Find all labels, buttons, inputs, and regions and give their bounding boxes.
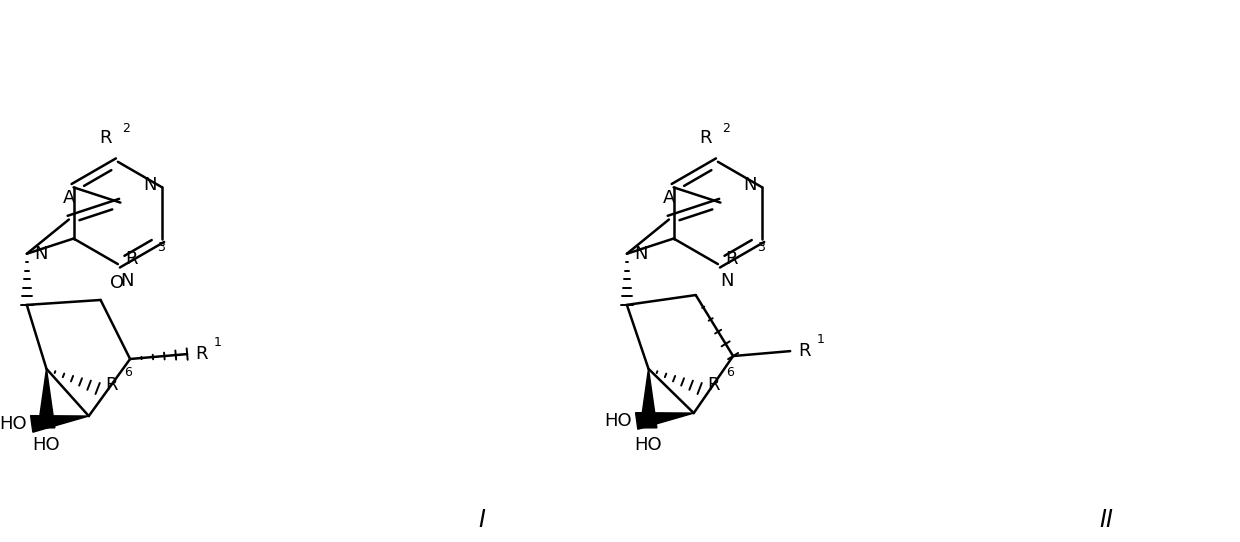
Text: R: R xyxy=(99,129,112,147)
Text: R: R xyxy=(105,376,118,393)
Text: HO: HO xyxy=(635,436,662,454)
Polygon shape xyxy=(31,416,89,432)
Text: HO: HO xyxy=(0,415,27,433)
Text: R: R xyxy=(708,376,720,393)
Text: A: A xyxy=(63,189,76,207)
Polygon shape xyxy=(38,369,55,428)
Text: N: N xyxy=(743,176,756,195)
Text: 2: 2 xyxy=(722,122,730,136)
Text: R: R xyxy=(799,342,811,360)
Text: N: N xyxy=(635,245,649,263)
Text: I: I xyxy=(479,508,485,532)
Text: R: R xyxy=(125,250,138,268)
Text: O: O xyxy=(110,274,124,292)
Text: 3: 3 xyxy=(758,241,765,254)
Text: 6: 6 xyxy=(727,366,734,379)
Text: N: N xyxy=(720,272,733,290)
Text: II: II xyxy=(1100,508,1114,532)
Text: HO: HO xyxy=(604,412,632,430)
Text: N: N xyxy=(120,272,134,290)
Text: N: N xyxy=(143,176,156,195)
Text: 1: 1 xyxy=(817,333,825,346)
Text: HO: HO xyxy=(32,436,61,454)
Text: R: R xyxy=(699,129,712,147)
Text: R: R xyxy=(195,345,207,363)
Text: 6: 6 xyxy=(124,366,133,379)
Text: 2: 2 xyxy=(122,122,130,136)
Text: 1: 1 xyxy=(213,336,222,349)
Text: A: A xyxy=(662,189,675,207)
Text: 3: 3 xyxy=(157,241,165,254)
Polygon shape xyxy=(640,369,657,428)
Text: N: N xyxy=(35,245,48,263)
Text: R: R xyxy=(725,250,738,268)
Polygon shape xyxy=(636,412,693,429)
